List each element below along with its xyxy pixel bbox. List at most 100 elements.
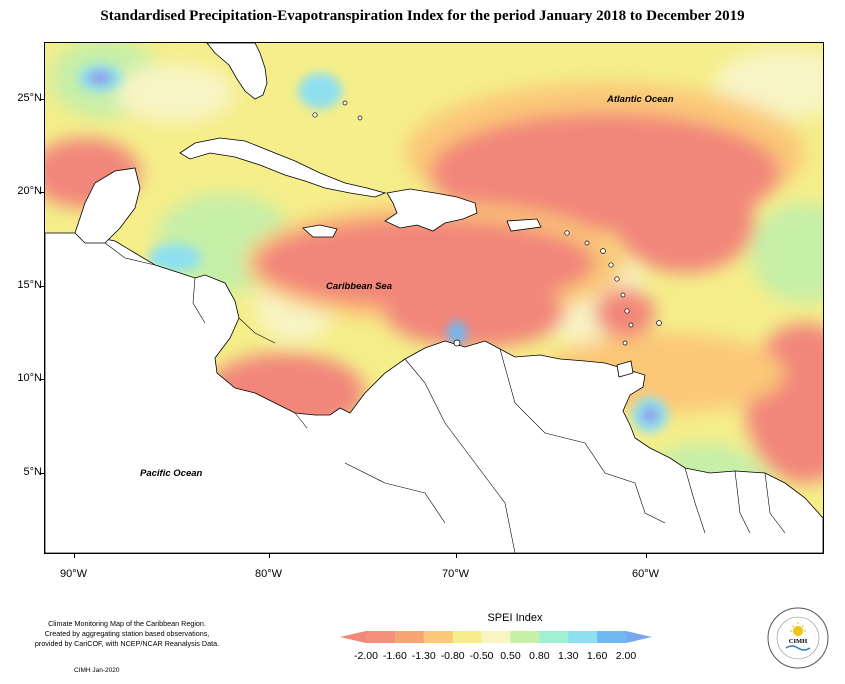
legend-cell	[539, 631, 569, 643]
border	[764, 472, 786, 534]
lon-label-70w: 70°W	[442, 568, 470, 580]
land-trinidad	[616, 360, 634, 378]
lon-tick	[74, 553, 75, 558]
field-guyana-coast-extreme-wet	[641, 407, 659, 423]
map-title: Standardised Precipitation-Evapotranspir…	[100, 8, 745, 24]
lon-tick	[646, 553, 647, 558]
border	[294, 412, 308, 429]
cimh-logo: CIMH	[767, 607, 829, 669]
island-bahamas	[357, 115, 363, 121]
island-bahamas	[342, 100, 348, 106]
legend-label: -2.00	[354, 650, 378, 662]
border	[734, 470, 751, 534]
field-windward-dry	[595, 288, 655, 338]
lon-label-80w: 80°W	[255, 568, 283, 580]
legend-label: -1.30	[411, 650, 436, 662]
sun-icon	[790, 622, 806, 636]
lon-label-90w: 90°W	[60, 568, 88, 580]
legend-cell	[394, 631, 425, 643]
island	[608, 262, 614, 268]
legend-cell	[423, 631, 454, 643]
island	[624, 308, 630, 314]
lesser-antilles	[312, 100, 662, 347]
island-bahamas	[312, 112, 318, 118]
lat-label-10n: 10°N	[17, 372, 42, 384]
island	[614, 276, 620, 282]
lat-tick	[40, 379, 44, 380]
field-aruba-wet	[447, 321, 467, 345]
legend-label: 1.60	[586, 650, 608, 662]
legend-label: 0.50	[500, 650, 521, 662]
lat-tick	[40, 99, 44, 100]
lat-label-25n: 25°N	[17, 92, 42, 104]
label-caribbean-sea: Caribbean Sea	[326, 281, 392, 292]
lat-tick	[40, 473, 44, 474]
legend-label: 0.80	[529, 650, 550, 662]
lon-label-60w: 60°W	[632, 568, 660, 580]
label-atlantic-ocean: Atlantic Ocean	[607, 94, 674, 105]
border	[104, 242, 156, 266]
legend-cell	[366, 631, 396, 643]
legend-cell	[597, 631, 627, 643]
legend-label: -0.50	[469, 650, 494, 662]
logo-text: CIMH	[789, 638, 807, 645]
island	[622, 340, 628, 346]
land-masses	[45, 43, 823, 553]
field-gulf-extreme-wet	[88, 71, 112, 85]
border	[238, 317, 276, 344]
island	[564, 230, 570, 236]
credits-text: Climate Monitoring Map of the Caribbean …	[22, 619, 232, 649]
legend-arrow-right	[626, 631, 652, 643]
legend-title: SPEI Index	[487, 612, 543, 624]
field-bahamas-wet	[298, 73, 342, 109]
land-cuba	[179, 137, 387, 198]
field-honduras-very-wet	[149, 244, 201, 272]
land-yucatan	[74, 167, 141, 244]
legend-label: -0.80	[440, 650, 465, 662]
legend-label: -1.60	[382, 650, 407, 662]
credits-line-1: Climate Monitoring Map of the Caribbean …	[48, 619, 206, 628]
field-atlantic-extreme-2	[615, 173, 755, 273]
credits-line-3: provided by CariCOF, with NCEP/NCAR Rean…	[34, 639, 220, 648]
island	[628, 322, 634, 328]
land-hispaniola	[384, 188, 478, 232]
lat-tick	[40, 286, 44, 287]
land-puerto-rico	[506, 218, 542, 232]
lat-label-15n: 15°N	[17, 279, 42, 291]
credits-line-2: Created by aggregating station based obs…	[44, 629, 210, 638]
legend-label: 2.00	[615, 650, 637, 662]
legend-colorbar	[340, 631, 652, 643]
spei-map: Atlantic Ocean Caribbean Sea Pacific Oce…	[44, 42, 824, 554]
field-ne-normal	[715, 48, 823, 118]
wave-icon	[785, 645, 811, 651]
lon-tick	[456, 553, 457, 558]
legend-cell	[481, 631, 511, 643]
spei-map-canvas	[45, 43, 823, 553]
island	[656, 320, 662, 326]
lat-label-5n: 5°N	[23, 466, 42, 478]
border	[192, 277, 206, 324]
legend-cell	[568, 631, 598, 643]
legend-arrow-left	[340, 631, 366, 643]
field-gulf-normal	[115, 63, 235, 123]
border	[499, 348, 666, 524]
border	[404, 358, 516, 553]
island	[620, 292, 626, 298]
land-florida	[206, 43, 268, 100]
label-pacific-ocean: Pacific Ocean	[140, 468, 203, 479]
legend-cell	[452, 631, 483, 643]
field-east-wet	[750, 203, 823, 303]
country-borders	[104, 242, 786, 553]
border	[684, 467, 706, 534]
legend-cell	[510, 631, 540, 643]
island-curacao	[453, 339, 461, 347]
field-carib-extreme-2	[385, 278, 565, 348]
border	[344, 462, 446, 524]
land-jamaica	[302, 224, 338, 238]
lat-label-20n: 20°N	[17, 185, 42, 197]
legend-label: 1.30	[558, 650, 579, 662]
credits-date: CIMH Jan-2020	[74, 667, 120, 674]
lon-tick	[269, 553, 270, 558]
island	[600, 248, 606, 254]
island	[584, 240, 590, 246]
